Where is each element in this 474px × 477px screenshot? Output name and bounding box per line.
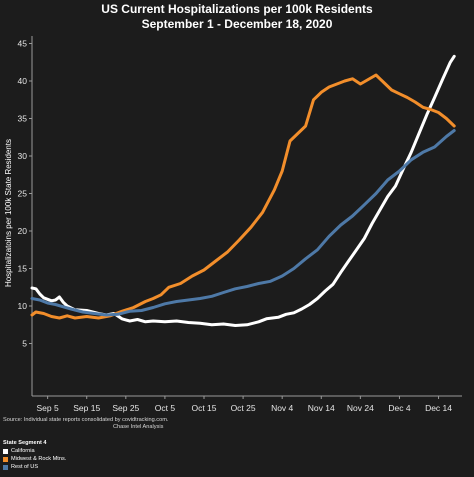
y-tick-label: 35 [18, 114, 28, 124]
source-line-2: Chase Intel Analysis [113, 424, 164, 430]
y-axis-label: Hospitalizatoins per 100k State Resident… [4, 139, 13, 287]
x-tick-label: Oct 5 [155, 403, 176, 413]
y-tick-label: 10 [18, 301, 28, 311]
x-tick-label: Sep 25 [112, 403, 139, 413]
line-chart: US Current Hospitalizations per 100k Res… [4, 2, 462, 413]
y-tick-label: 25 [18, 189, 28, 199]
chart-subtitle: September 1 - December 18, 2020 [142, 17, 333, 31]
x-tick-label: Oct 15 [191, 403, 216, 413]
x-tick-label: Oct 25 [231, 403, 256, 413]
legend-label: California [11, 448, 35, 454]
x-tick-label: Sep 15 [73, 403, 100, 413]
x-tick-label: Sep 5 [37, 403, 59, 413]
x-tick-label: Nov 14 [308, 403, 335, 413]
y-axis-ticks: 5 10 15 20 25 30 35 40 45 [18, 39, 32, 349]
legend-swatch [3, 456, 8, 462]
legend-title: State Segment 4 [3, 440, 47, 446]
legend-item-midwest[interactable]: Midwest & Rock Mtns. [3, 455, 66, 463]
source-line-1: Source: Individual state reports consoli… [3, 417, 169, 423]
y-tick-label: 5 [22, 339, 27, 349]
x-tick-label: Dec 14 [425, 403, 452, 413]
series-lines [30, 54, 456, 327]
legend-swatch [3, 464, 8, 470]
series-line-midwest-rock-mtns[interactable] [30, 73, 456, 320]
y-tick-label: 20 [18, 226, 28, 236]
legend-item-rest-of-us[interactable]: Rest of US [3, 463, 66, 471]
source-note: Source: Individual state reports consoli… [3, 417, 168, 431]
legend-label: Midwest & Rock Mtns. [11, 456, 67, 462]
x-axis-ticks: Sep 5 Sep 15 Sep 25 Oct 5 Oct 15 Oct 25 Nov 4 N… [37, 396, 452, 413]
legend-swatch [3, 448, 8, 454]
legend-item-california[interactable]: California [3, 447, 66, 455]
x-tick-label: Dec 4 [388, 403, 410, 413]
chart-title: US Current Hospitalizations per 100k Res… [101, 2, 373, 16]
x-tick-label: Nov 4 [271, 403, 293, 413]
y-tick-label: 45 [18, 39, 28, 49]
series-line-rest-of-us[interactable] [30, 129, 456, 317]
y-tick-label: 15 [18, 264, 28, 274]
x-tick-label: Nov 24 [347, 403, 374, 413]
series-line-california[interactable] [30, 54, 456, 327]
legend-label: Rest of US [11, 464, 39, 470]
y-tick-label: 40 [18, 76, 28, 86]
y-tick-label: 30 [18, 151, 28, 161]
legend: State Segment 4 California Midwest & Roc… [3, 440, 66, 471]
